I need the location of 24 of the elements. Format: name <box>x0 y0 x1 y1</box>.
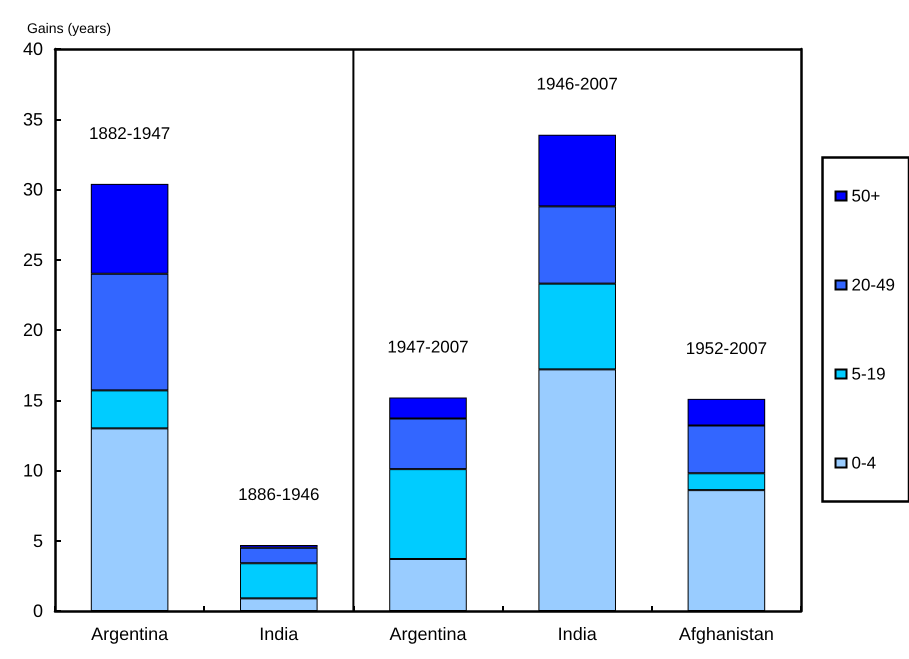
x-tick-label: Argentina <box>389 624 468 644</box>
y-tick-label: 25 <box>22 250 43 270</box>
annotation: 1882-1947 <box>88 124 170 143</box>
y-tick-label: 10 <box>22 460 43 480</box>
annotation: 1886-1946 <box>238 484 320 504</box>
x-tick-label: India <box>259 624 300 644</box>
annotation: 1947-2007 <box>387 337 469 356</box>
y-tick-label: 5 <box>32 530 43 551</box>
y-tick-label: 30 <box>22 180 43 200</box>
legend-label: 0-4 <box>852 454 876 472</box>
y-tick-label: 20 <box>22 320 43 340</box>
legend-label: 50+ <box>852 186 880 206</box>
y-axis-title: Gains (years) <box>27 20 112 36</box>
y-tick-label: 35 <box>22 109 43 130</box>
legend-label: 20-49 <box>852 276 896 294</box>
annotation: 1946-2007 <box>536 74 618 94</box>
x-tick-label: Afghanistan <box>678 624 774 644</box>
x-tick-label: Argentina <box>91 624 170 644</box>
y-tick-label: 40 <box>22 39 43 59</box>
annotation: 1952-2007 <box>686 338 768 358</box>
legend-label: 5-19 <box>852 364 886 384</box>
y-tick-label: 15 <box>22 390 43 410</box>
x-tick-label: India <box>558 624 598 644</box>
y-tick-label: 0 <box>32 601 43 621</box>
